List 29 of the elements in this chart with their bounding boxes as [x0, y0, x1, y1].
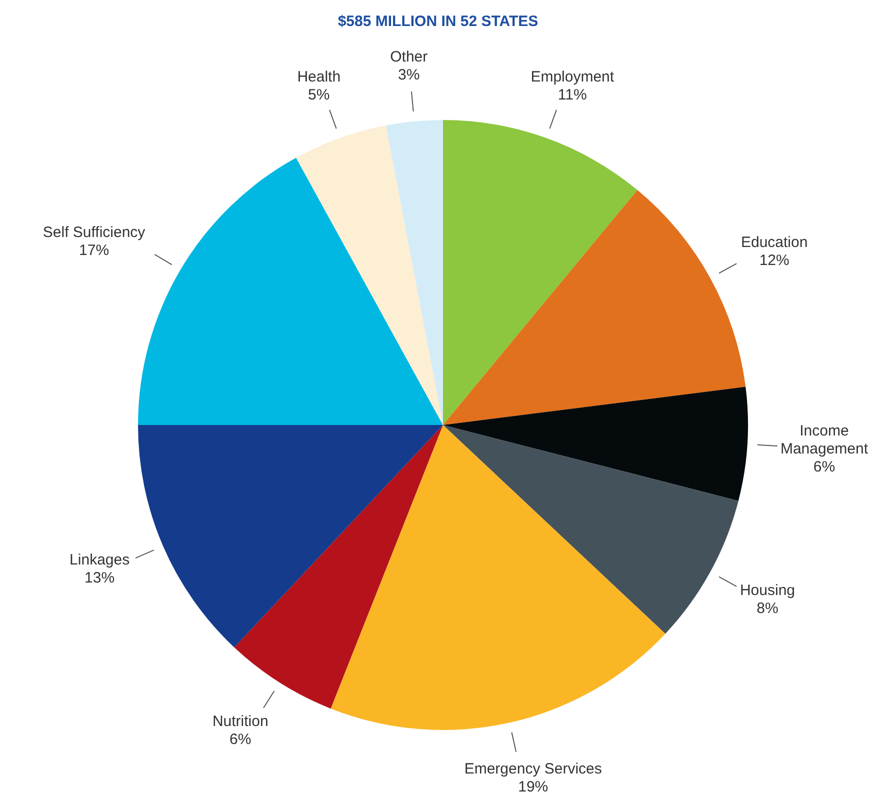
slice-label: Education [740, 234, 808, 252]
pie-slice [443, 425, 738, 634]
slice-label: Employment [530, 68, 615, 86]
data-label: 5% [308, 86, 330, 104]
slice-label: Emergency Services [464, 760, 602, 778]
slice-label: Linkages [70, 551, 130, 568]
pie-slice [443, 120, 638, 425]
data-label: 11% [558, 86, 587, 104]
data-label: 13% [84, 569, 115, 586]
pie-slice [386, 120, 443, 425]
slice-label: Health [297, 68, 341, 86]
pie-slice [330, 425, 666, 730]
data-label: 12% [759, 252, 790, 270]
data-label: 17% [79, 242, 110, 260]
slice-label: Other [390, 48, 428, 66]
pie-slice [234, 425, 443, 709]
data-label: 6% [813, 458, 836, 476]
pie-slice [443, 386, 748, 501]
data-label: 19% [518, 778, 548, 796]
data-label: 3% [398, 66, 420, 84]
slice-label: Income Management [780, 422, 869, 458]
slice-label: Nutrition [212, 712, 268, 730]
pie-slice [138, 425, 443, 648]
data-label: 6% [230, 730, 252, 748]
slice-label: Housing [740, 582, 796, 599]
data-label: 8% [756, 600, 778, 617]
pie-slice [296, 125, 443, 425]
slice-label: Self Sufficiency [42, 224, 146, 242]
chart-title: $585 MILLION IN 52 STATES [338, 13, 538, 30]
